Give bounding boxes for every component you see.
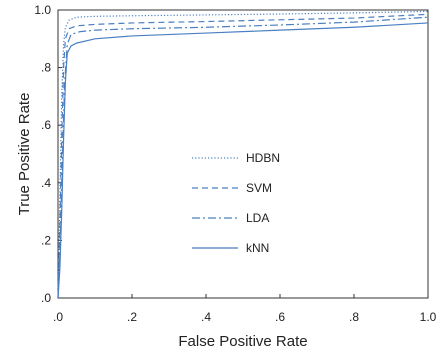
x-tick-label: .6: [275, 310, 285, 324]
y-tick-label: .6: [41, 118, 51, 132]
x-tick-label: .4: [201, 310, 211, 324]
y-tick-label: .0: [41, 291, 51, 305]
x-axis-label: False Positive Rate: [178, 333, 307, 350]
x-tick-label: 1.0: [420, 310, 437, 324]
y-axis-label: True Positive Rate: [16, 93, 33, 216]
series-line-knn: [57, 22, 429, 299]
series-line-lda: [57, 16, 429, 299]
x-axis-ticks: .0 .2 .4 .6 .8 1.0: [53, 294, 437, 324]
y-tick-label: .8: [41, 61, 51, 75]
x-tick-label: .0: [53, 310, 63, 324]
legend: HDBN SVM LDA kNN: [192, 151, 280, 255]
y-tick-label: .2: [41, 233, 51, 247]
series-line-hdbn: [57, 10, 429, 299]
x-tick-label: .2: [127, 310, 137, 324]
legend-label-hdbn: HDBN: [246, 151, 280, 165]
legend-label-knn: kNN: [246, 241, 269, 255]
legend-label-svm: SVM: [246, 181, 272, 195]
series-lines: [57, 10, 429, 299]
legend-label-lda: LDA: [246, 211, 269, 225]
plot-frame: [57, 9, 429, 299]
series-line-svm: [57, 13, 429, 299]
y-tick-label: 1.0: [34, 3, 51, 17]
x-tick-label: .8: [349, 310, 359, 324]
y-tick-label: .4: [41, 176, 51, 190]
